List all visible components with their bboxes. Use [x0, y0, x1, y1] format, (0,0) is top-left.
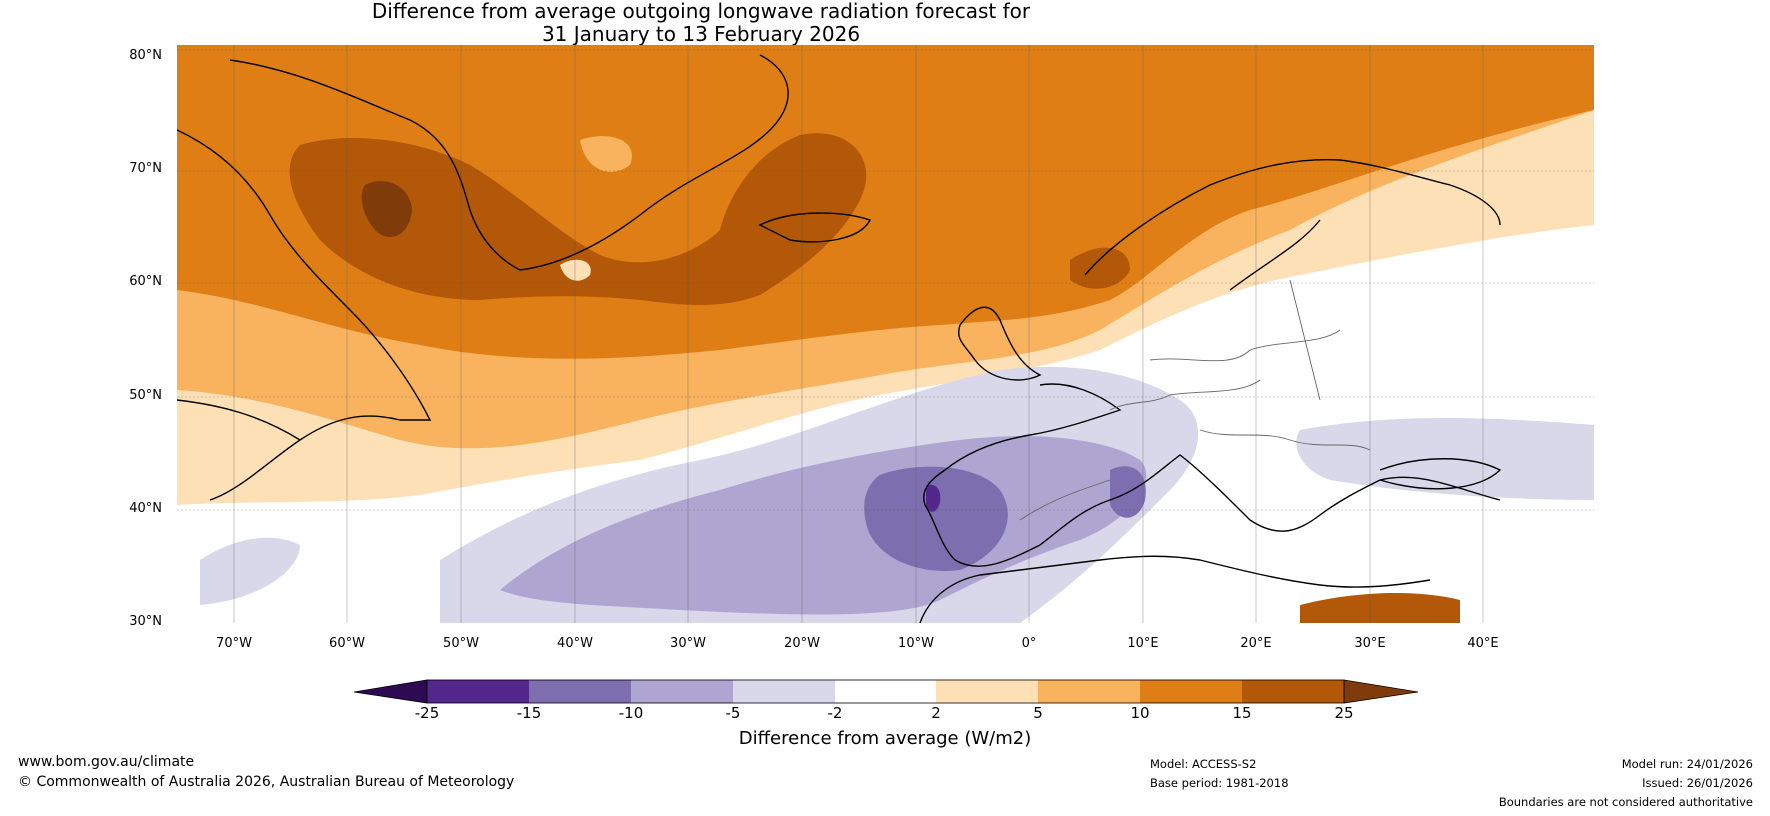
olr-field-neg-15-25 [926, 484, 941, 512]
lon-label-20w: 20°W [784, 636, 820, 651]
title-line-1: Difference from average outgoing longwav… [371, 0, 1031, 23]
coastlines [177, 54, 1502, 623]
map-panel [177, 45, 1594, 623]
colorbar-tick: 5 [1033, 704, 1043, 722]
olr-field-15-25-south [1300, 593, 1460, 623]
colorbar-bin-9 [1242, 680, 1344, 703]
north-africa-coast [919, 555, 1431, 623]
colorbar-extend-high [1343, 679, 1419, 704]
border-5 [1289, 279, 1321, 401]
colorbar-label: Difference from average (W/m2) [738, 728, 1032, 749]
colorbar-bin-6 [936, 680, 1038, 703]
lat-label-50n: 50°N [129, 388, 162, 403]
colorbar-tick: -10 [618, 704, 644, 722]
issued-text: Issued: 26/01/2026 [1642, 776, 1753, 790]
lon-label-50w: 50°W [443, 636, 479, 651]
colorbar-tick: 25 [1334, 704, 1354, 722]
black-sea-coast [1379, 458, 1502, 490]
base-period-text: Base period: 1981-2018 [1150, 776, 1289, 790]
model-text: Model: ACCESS-S2 [1150, 757, 1257, 771]
colorbar-bin-2 [529, 680, 631, 703]
lon-label-20e: 20°E [1240, 636, 1272, 651]
lat-label-70n: 70°N [129, 161, 162, 176]
colorbar-tick: 15 [1232, 704, 1252, 722]
map-title: Difference from average outgoing longwav… [0, 0, 1402, 46]
website-link[interactable]: www.bom.gov.au/climate [18, 754, 195, 770]
iceland-coast [758, 212, 871, 243]
colorbar-bin-4 [733, 680, 835, 703]
copyright-text: © Commonwealth of Australia 2026, Austra… [18, 774, 515, 790]
europe-coast [923, 383, 1501, 567]
norway-coast [1084, 158, 1501, 276]
olr-field-neg-10-15 [864, 466, 1008, 571]
olr-field-gt-25 [361, 181, 412, 238]
lon-label-60w: 60°W [329, 636, 365, 651]
colorbar-tick: -5 [725, 704, 741, 722]
border-3 [1199, 429, 1371, 451]
colorbar-tick: -2 [827, 704, 843, 722]
colorbar-bin-5 [835, 680, 936, 703]
colorbar-tick: -15 [516, 704, 542, 722]
colorbar-bin-8 [1140, 680, 1242, 703]
colorbar-bin-1 [427, 680, 529, 703]
colorbar-tick: 2 [931, 704, 941, 722]
colorbar [353, 679, 1419, 704]
model-run-text: Model run: 24/01/2026 [1621, 757, 1753, 771]
colorbar-bin-3 [631, 680, 733, 703]
lon-label-30w: 30°W [670, 636, 706, 651]
finland-coast [1229, 219, 1321, 291]
title-line-2: 31 January to 13 February 2026 [541, 22, 861, 46]
lat-label-30n: 30°N [129, 614, 162, 629]
colorbar-extend-low [353, 679, 428, 704]
disclaimer-text: Boundaries are not considered authoritat… [1498, 795, 1753, 809]
lat-label-80n: 80°N [129, 48, 162, 63]
colorbar-tick: 10 [1130, 704, 1150, 722]
lon-label-70w: 70°W [216, 636, 252, 651]
lat-label-60n: 60°N [129, 274, 162, 289]
lat-label-40n: 40°N [129, 501, 162, 516]
olr-field-neg-2-5-west [200, 537, 300, 605]
lon-label-30e: 30°E [1354, 636, 1386, 651]
lon-label-0: 0° [1021, 636, 1037, 651]
british-isles-coast [958, 306, 1042, 381]
canada-coast [177, 129, 432, 501]
olr-patch-pale-2 [560, 259, 591, 281]
olr-patch-pale [580, 136, 632, 172]
lon-label-10w: 10°W [898, 636, 934, 651]
labrador-coast [177, 399, 301, 441]
olr-field-15-25 [289, 133, 867, 305]
colorbar-frame [426, 679, 1345, 704]
colorbar-bin-7 [1038, 680, 1140, 703]
lon-label-40w: 40°W [557, 636, 593, 651]
olr-field-15-25-east [1070, 247, 1130, 289]
border-2 [1149, 329, 1341, 362]
graticule [177, 45, 1594, 623]
lon-label-40e: 40°E [1467, 636, 1499, 651]
border-1 [1109, 379, 1261, 411]
greenland-coast [229, 54, 789, 271]
colorbar-tick: -25 [414, 704, 440, 722]
lon-label-10e: 10°E [1127, 636, 1159, 651]
